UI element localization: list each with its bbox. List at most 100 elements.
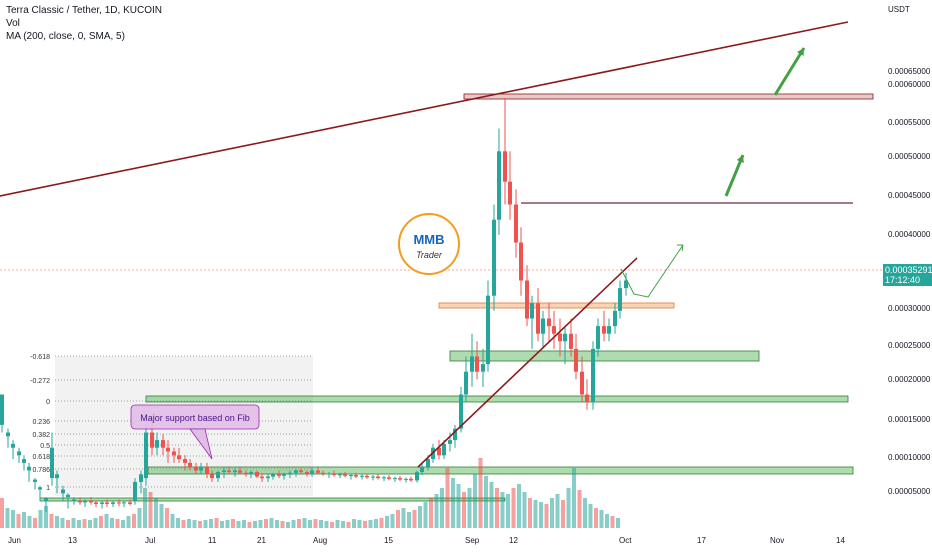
target-arrow-upper [773,47,806,96]
volume-bar [11,510,15,528]
volume-bar [71,518,76,528]
time-axis-tick: 12 [509,536,518,545]
volume-bar [0,498,4,528]
volume-bar [522,492,527,528]
candle-body [415,472,419,481]
candle-body [459,394,463,429]
price-axis-tick: 0.00025000 [888,341,931,350]
target-arrow-lower [724,154,745,197]
volume-bar [313,519,318,528]
volume-bar [385,516,389,528]
candle-body [210,474,214,479]
volume-bar [22,512,26,528]
candle-body [426,459,430,467]
candle-body [349,475,353,477]
volume-bar [253,521,257,528]
symbol-title[interactable]: Terra Classic / Tether, 1D, KUCOIN [6,5,162,16]
candle-body [343,474,347,476]
candle-body [161,440,165,448]
candle-body [194,466,198,471]
volume-bar [594,508,598,528]
candle-body [618,288,622,311]
candle-body [238,470,242,473]
volume-bar [550,498,554,528]
candle-body [602,326,606,334]
fib-level-label: 0.786 [32,467,50,474]
candle-body [492,219,496,296]
volume-bar [561,500,565,528]
price-axis-tick: 0.00060000 [888,80,931,89]
volume-bar [236,521,241,528]
time-axis-tick: 21 [257,536,266,545]
candle-body [398,478,402,480]
volume-bar [209,519,213,528]
volume-indicator-label[interactable]: Vol [6,18,20,29]
volume-bar [341,521,345,528]
candle-body [530,303,534,319]
volume-bar [489,482,494,528]
price-axis-currency: USDT [888,5,910,14]
candle-body [44,498,48,501]
candle-body [244,472,248,475]
time-axis-tick: 13 [68,536,77,545]
candle-body [94,502,98,504]
candle-body [591,348,595,403]
candle-body [437,447,441,456]
volume-bar [462,492,466,528]
volume-bar [280,521,285,528]
volume-bar [583,498,587,528]
candle-body [66,494,70,498]
candle-body [155,440,159,448]
volume-bar [264,519,268,528]
volume-bar [247,522,252,528]
price-axis-tick: 0.00005000 [888,487,931,496]
candle-body [354,475,358,477]
volume-bar [357,520,362,528]
volume-bar [478,458,483,528]
volume-bar [363,521,367,528]
volume-bar [495,488,499,528]
volume-bar [418,506,422,528]
volume-bar [352,519,356,528]
candle-body [100,502,104,504]
volume-bar [115,519,120,528]
candle-body [55,474,59,479]
candle-body [547,318,551,327]
volume-bar [429,498,433,528]
volume-bar [231,519,235,528]
ma-indicator-label[interactable]: MA (200, close, 0, SMA, 5) [6,31,125,42]
candle-body [376,476,380,479]
time-axis-tick: 14 [836,536,845,545]
volume-bar [368,520,373,528]
candle-body [596,326,600,349]
volume-bar [308,520,312,528]
candle-body [172,451,176,456]
candle-body [409,478,413,481]
volume-bar [16,514,21,528]
fib-level-label: -0.272 [30,378,50,385]
price-axis-tick: 0.00045000 [888,191,931,200]
bar-countdown: 17:12:40 [885,275,921,285]
price-axis-tick: 0.00065000 [888,67,931,76]
volume-bar [396,510,400,528]
volume-bar [451,478,455,528]
candle-body [497,151,501,220]
volume-bar [275,520,279,528]
candle-body [183,459,187,463]
logo-text-top: MMB [413,232,444,247]
volume-bar [27,516,32,528]
candle-body [420,466,424,473]
candle-body [519,242,523,281]
candle-body [371,476,375,478]
candle-body [89,500,93,503]
volume-bar [511,488,516,528]
time-axis-tick: Nov [770,536,784,545]
candle-body [299,470,303,473]
volume-bar [555,494,560,528]
logo-text-bottom: Trader [416,250,443,260]
candle-body [453,428,457,441]
price-axis-tick: 0.00015000 [888,415,931,424]
candle-body [360,475,364,477]
